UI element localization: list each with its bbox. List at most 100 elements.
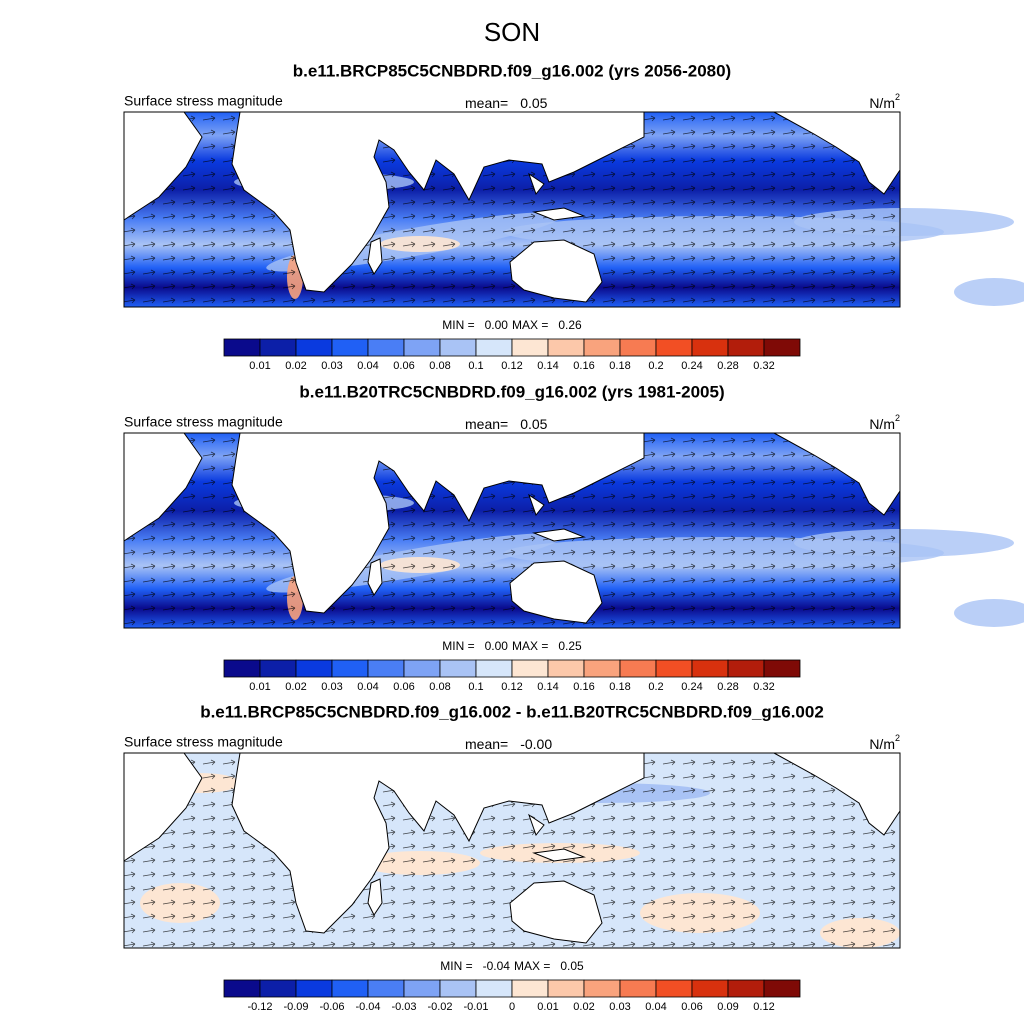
map <box>123 752 901 949</box>
colorbar-label: 0.12 <box>501 360 522 372</box>
colorbar-label: 0.14 <box>537 681 558 693</box>
left-label: Surface stress magnitude <box>124 734 283 750</box>
colorbar-box <box>259 979 297 998</box>
colorbar-box <box>619 659 657 678</box>
colorbar-box <box>223 659 261 678</box>
colorbar-label: 0.18 <box>609 681 630 693</box>
colorbar-label: 0.06 <box>393 681 414 693</box>
colorbar-label: 0.01 <box>537 1001 558 1013</box>
min-max: MIN = 0.00 MAX = 0.26 <box>442 318 582 332</box>
colorbar-box <box>475 979 513 998</box>
mean-text: mean= <box>465 95 508 111</box>
colorbar-box <box>727 979 765 998</box>
colorbar-label: 0.2 <box>648 360 663 372</box>
max-text: MAX = <box>512 639 548 653</box>
map-frame <box>123 752 901 949</box>
colorbar-label: 0.02 <box>285 360 306 372</box>
colorbar-label: 0.03 <box>321 360 342 372</box>
units-base: N/m <box>869 736 895 752</box>
colorbar-label: 0.06 <box>681 1001 702 1013</box>
colorbar-label: 0.08 <box>429 681 450 693</box>
mean-label: mean= 0.05 <box>465 95 548 111</box>
colorbar-box <box>331 979 369 998</box>
colorbar-label: 0 <box>509 1001 515 1013</box>
colorbar-box <box>691 979 729 998</box>
max-text: MAX = <box>512 318 548 332</box>
colorbar-box <box>259 338 297 357</box>
colorbar-label: 0.03 <box>609 1001 630 1013</box>
min-value: 0.00 <box>485 318 509 332</box>
colorbar-box <box>547 979 585 998</box>
map <box>123 432 1024 629</box>
colorbar-label: 0.04 <box>645 1001 666 1013</box>
max-value: 0.26 <box>558 318 582 332</box>
mean-value: 0.05 <box>520 416 547 432</box>
colorbar-label: 0.32 <box>753 360 774 372</box>
colorbar-label: -0.09 <box>283 1001 308 1013</box>
colorbar-box <box>223 979 261 998</box>
map-frame <box>123 111 901 308</box>
panel: b.e11.BRCP85C5CNBDRD.f09_g16.002 - b.e11… <box>123 702 901 1013</box>
panel-title: b.e11.BRCP85C5CNBDRD.f09_g16.002 (yrs 20… <box>293 61 731 80</box>
units-base: N/m <box>869 416 895 432</box>
colorbar-box <box>367 338 405 357</box>
colorbar-label: 0.28 <box>717 360 738 372</box>
colorbar-label: 0.01 <box>249 360 270 372</box>
units: N/m2 <box>869 733 900 751</box>
panel: b.e11.B20TRC5CNBDRD.f09_g16.002 (yrs 198… <box>123 382 1024 693</box>
colorbar-label: 0.16 <box>573 360 594 372</box>
colorbar-label: 0.04 <box>357 360 378 372</box>
colorbar-box <box>511 338 549 357</box>
panel: b.e11.BRCP85C5CNBDRD.f09_g16.002 (yrs 20… <box>123 61 1024 372</box>
colorbar-label: 0.1 <box>468 360 483 372</box>
colorbar-box <box>439 659 477 678</box>
colorbar-box <box>367 659 405 678</box>
min-max: MIN = 0.00 MAX = 0.25 <box>442 639 582 653</box>
colorbar-label: -0.02 <box>427 1001 452 1013</box>
colorbar-box <box>655 979 693 998</box>
max-value: 0.05 <box>560 959 584 973</box>
colorbar-box <box>295 338 333 357</box>
min-text: MIN = <box>442 639 474 653</box>
colorbar-label: 0.06 <box>393 360 414 372</box>
colorbar-label: -0.06 <box>319 1001 344 1013</box>
colorbar-box <box>331 659 369 678</box>
colorbar-box <box>655 659 693 678</box>
colorbar-box <box>547 659 585 678</box>
colorbar-label: 0.09 <box>717 1001 738 1013</box>
colorbar-box <box>727 338 765 357</box>
colorbar-box <box>583 338 621 357</box>
colorbar-box <box>475 338 513 357</box>
units-exp: 2 <box>895 92 900 102</box>
colorbar-label: 0.02 <box>573 1001 594 1013</box>
colorbar-label: 0.16 <box>573 681 594 693</box>
figure-title: SON <box>484 17 540 47</box>
left-label: Surface stress magnitude <box>124 414 283 430</box>
colorbar-box <box>727 659 765 678</box>
panels: b.e11.BRCP85C5CNBDRD.f09_g16.002 (yrs 20… <box>123 61 1024 1013</box>
colorbar-box <box>655 338 693 357</box>
field-patch <box>954 599 1024 627</box>
field-patch <box>954 278 1024 306</box>
colorbar-box <box>403 338 441 357</box>
units: N/m2 <box>869 413 900 431</box>
min-max: MIN = -0.04 MAX = 0.05 <box>440 959 584 973</box>
map-frame <box>123 432 901 629</box>
colorbar-box <box>367 979 405 998</box>
colorbar-label: 0.18 <box>609 360 630 372</box>
colorbar-label: 0.01 <box>249 681 270 693</box>
colorbar-box <box>763 338 801 357</box>
colorbar-box <box>619 338 657 357</box>
colorbar-label: -0.03 <box>391 1001 416 1013</box>
colorbar-box <box>403 979 441 998</box>
colorbar-label: -0.04 <box>355 1001 380 1013</box>
min-value: 0.00 <box>485 639 509 653</box>
colorbar-label: 0.28 <box>717 681 738 693</box>
colorbar-box <box>403 659 441 678</box>
colorbar-label: 0.04 <box>357 681 378 693</box>
colorbar-box <box>223 338 261 357</box>
colorbar-label: 0.1 <box>468 681 483 693</box>
colorbar-box <box>583 659 621 678</box>
map <box>123 111 1024 308</box>
